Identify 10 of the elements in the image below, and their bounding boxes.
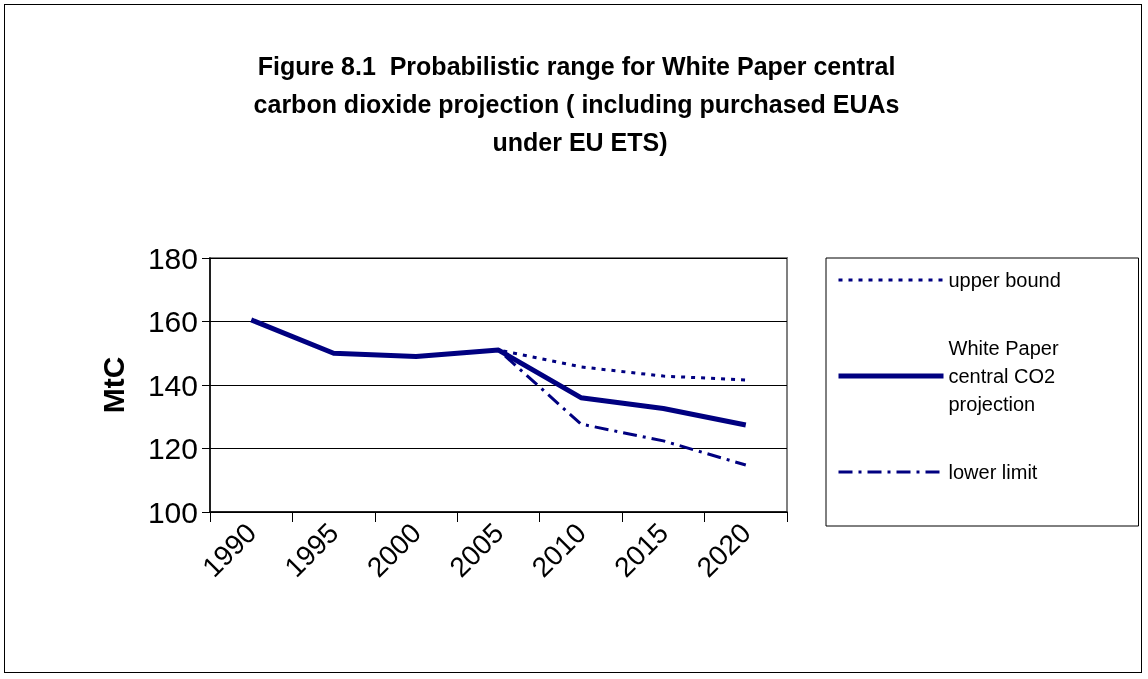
y-tick-label: 160 — [147, 305, 198, 338]
y-axis-title: MtC — [96, 356, 130, 414]
text: lower limit — [948, 461, 1038, 483]
y-tick-label: 140 — [147, 368, 198, 402]
y-tick-label: 100 — [147, 495, 198, 529]
chart-title: Figure 8.1 Probabilistic range for White Paper central carbon dioxide projection ( including purchased EUAs under EU ETS) — [253, 52, 907, 156]
text: White Paper central CO2 projection — [948, 337, 1065, 415]
y-tick-label: 180 — [147, 241, 198, 275]
text: upper bound — [948, 269, 1061, 291]
y-tick-label: 120 — [147, 432, 198, 465]
